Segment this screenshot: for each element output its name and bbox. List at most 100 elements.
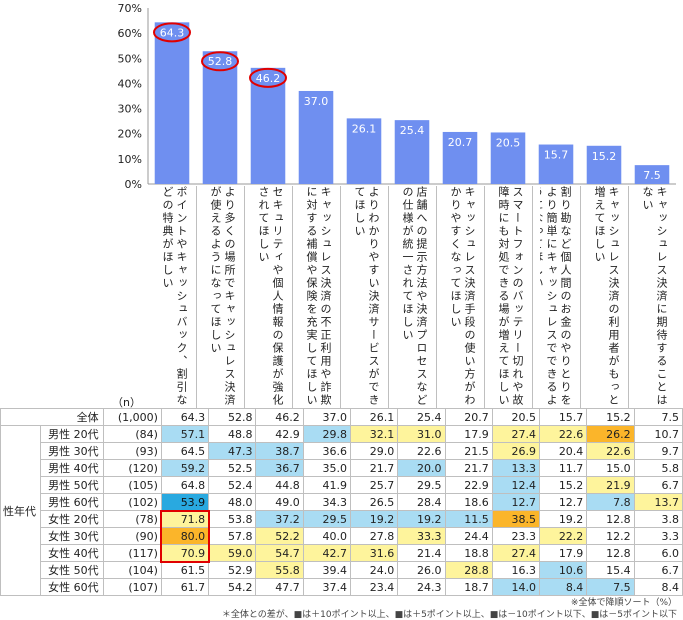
value-cell: 5.8 (633, 459, 683, 477)
value-cell: 40.0 (302, 527, 351, 545)
value-cell: 19.2 (349, 510, 399, 528)
sample-size: (104) (102, 561, 162, 579)
bar-value-label: 64.3 (160, 26, 185, 39)
n-header: （n） (112, 396, 141, 409)
value-cell: 52.2 (255, 527, 304, 545)
value-cell: 29.5 (397, 476, 446, 494)
value-cell: 53.9 (160, 493, 210, 511)
value-cell: 12.8 (586, 544, 635, 562)
y-tick-label: 50% (118, 52, 142, 65)
value-cell: 13.7 (633, 493, 683, 511)
value-cell: 26.1 (349, 408, 399, 426)
value-cell: 42.9 (255, 425, 304, 443)
value-cell: 31.0 (397, 425, 446, 443)
value-cell: 38.7 (255, 442, 304, 460)
value-cell: 24.4 (444, 527, 493, 545)
bar (634, 165, 670, 184)
value-cell: 15.0 (586, 459, 635, 477)
value-cell: 15.2 (539, 476, 588, 494)
table-row: 女性 20代 (78) 71.8 53.8 37.2 29.5 19.2 19.2 11.5 38… (1, 510, 683, 528)
value-cell: 80.0 (160, 527, 210, 545)
bar-value-label: 15.2 (592, 150, 617, 163)
bar-value-label: 20.7 (448, 136, 473, 149)
value-cell: 55.8 (255, 561, 304, 579)
value-cell: 9.7 (633, 442, 683, 460)
sample-size: (105) (102, 476, 162, 494)
category-label: 割り勘など個人間のお金のやりとりをより簡単にキャッシュレスでできるようになってほ… (540, 186, 572, 407)
value-cell: 10.6 (539, 561, 588, 579)
table-row: 女性 60代 (107) 61.7 54.2 47.7 37.4 23.4 24.3 18.7 1… (1, 578, 683, 596)
value-cell: 8.4 (633, 578, 683, 596)
value-cell: 20.4 (539, 442, 588, 460)
value-cell: 37.2 (255, 510, 304, 528)
value-cell: 23.3 (491, 527, 541, 545)
value-cell: 17.9 (539, 544, 588, 562)
value-cell: 22.6 (397, 442, 446, 460)
value-cell: 22.9 (444, 476, 493, 494)
value-cell: 7.8 (586, 493, 635, 511)
bar (346, 118, 382, 184)
sample-size: (120) (102, 459, 162, 477)
value-cell: 64.3 (160, 408, 210, 426)
row-label: 男性 20代 (40, 425, 104, 443)
value-cell: 10.7 (633, 425, 683, 443)
value-cell: 26.2 (586, 425, 635, 443)
bar-value-label: 15.7 (544, 149, 569, 162)
value-cell: 18.6 (444, 493, 493, 511)
value-cell: 37.4 (302, 578, 351, 596)
value-cell: 48.0 (208, 493, 257, 511)
legend-note: ＊全体との差が、■は＋10ポイント以上、■は＋5ポイント以上、■は－10ポイント… (221, 610, 677, 620)
category-label: よりわかりやすい決済サービスができてほしい (353, 186, 380, 407)
y-tick-label: 20% (118, 128, 142, 141)
value-cell: 24.3 (397, 578, 446, 596)
value-cell: 25.4 (397, 408, 446, 426)
category-label: より多くの場所でキャッシュレス決済が使えるようになってほしい (209, 186, 236, 407)
value-cell: 14.0 (491, 578, 541, 596)
label-separator (484, 186, 485, 408)
value-cell: 52.4 (208, 476, 257, 494)
value-cell: 57.1 (160, 425, 210, 443)
value-cell: 19.2 (397, 510, 446, 528)
value-cell: 7.5 (586, 578, 635, 596)
value-cell: 20.5 (491, 408, 541, 426)
table-row: 男性 30代 (93) 64.5 47.3 38.7 36.6 29.0 22.6 21.5 26… (1, 442, 683, 460)
bar (394, 120, 430, 184)
table-row: 男性 60代 (102) 53.9 48.0 49.0 34.3 26.5 28.4 18.6 1… (1, 493, 683, 511)
value-cell: 39.4 (302, 561, 351, 579)
category-label: セキュリティや個人情報の保護が強化されてほしい (257, 186, 284, 407)
value-cell: 33.3 (397, 527, 446, 545)
category-label: ポイントやキャッシュバック、割引などの特典がほしい (161, 186, 188, 407)
value-cell: 22.6 (586, 442, 635, 460)
bar-value-label: 7.5 (643, 169, 661, 182)
value-cell: 54.7 (255, 544, 304, 562)
sample-size: (78) (102, 510, 162, 528)
label-separator (436, 186, 437, 408)
value-cell: 29.0 (349, 442, 399, 460)
value-cell: 31.6 (349, 544, 399, 562)
row-label: 全体 (0, 408, 104, 426)
y-tick-label: 40% (118, 77, 142, 90)
label-separator (628, 186, 629, 408)
label-separator (340, 186, 341, 408)
value-cell: 61.7 (160, 578, 210, 596)
value-cell: 61.5 (160, 561, 210, 579)
sample-size: (84) (102, 425, 162, 443)
value-cell: 20.0 (397, 459, 446, 477)
sort-note: ※全体で降順ソート（%） (570, 598, 677, 608)
category-label: キャッシュレス決済手段の使い方がわかりやすくなってほしい (449, 186, 476, 407)
bar (442, 131, 478, 184)
value-cell: 15.4 (586, 561, 635, 579)
value-cell: 64.5 (160, 442, 210, 460)
bar (586, 145, 622, 184)
value-cell: 59.0 (208, 544, 257, 562)
value-cell: 32.1 (349, 425, 399, 443)
y-tick-label: 10% (118, 153, 142, 166)
y-tick-label: 70% (118, 2, 142, 15)
value-cell: 54.2 (208, 578, 257, 596)
value-cell: 21.7 (349, 459, 399, 477)
bar (154, 22, 190, 185)
value-cell: 57.8 (208, 527, 257, 545)
table-row: 女性 30代 (90) 80.0 57.8 52.2 40.0 27.8 33.3 24.4 23… (1, 527, 683, 545)
value-cell: 6.0 (633, 544, 683, 562)
value-cell: 27.8 (349, 527, 399, 545)
